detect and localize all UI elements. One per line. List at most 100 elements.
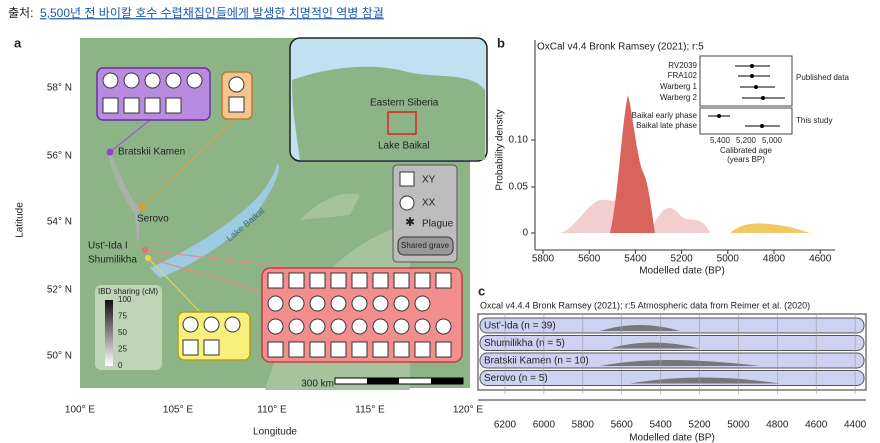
- scale-bar: [367, 378, 399, 384]
- grave-symbol: [309, 272, 326, 289]
- density-curve: [730, 223, 810, 233]
- grave-symbol: [372, 295, 389, 312]
- grave-symbol: [182, 339, 199, 356]
- inset-tick: 5,000: [762, 136, 783, 145]
- x-tick-label: 5000: [727, 420, 750, 431]
- x-tick-label: 5600: [611, 420, 634, 431]
- source-label: 출처:: [8, 6, 33, 20]
- grave-symbol: [267, 295, 284, 312]
- legend-label: XX: [422, 198, 436, 209]
- plot-title: Oxcal v4.4.4 Bronk Ramsey (2021); r:5 At…: [480, 300, 810, 310]
- x-tick-label: 5600: [578, 254, 601, 265]
- inset-tick: 5,400: [710, 136, 731, 145]
- grave-symbol: [203, 339, 220, 356]
- y-tick-label: 0.10: [509, 135, 529, 146]
- grave-symbol: [165, 97, 182, 114]
- grave-symbol: [102, 72, 119, 89]
- grave-symbol: [123, 72, 140, 89]
- site: [142, 247, 148, 253]
- grave-symbol: [330, 295, 347, 312]
- panel-label: c: [478, 283, 485, 298]
- y-axis-title: Probability density: [495, 109, 506, 190]
- grave-symbol: [144, 97, 161, 114]
- inset-axis: (years BP): [727, 155, 765, 164]
- row-label: Ust'-Ida (n = 39): [484, 321, 556, 332]
- grave-symbol: [414, 341, 431, 358]
- x-tick-label: 5000: [717, 254, 740, 265]
- y-tick-label: 50° N: [47, 351, 72, 362]
- grave-symbol: [309, 341, 326, 358]
- grave-symbol: [372, 272, 389, 289]
- grave-symbol: [414, 318, 431, 335]
- x-axis-title: Longitude: [253, 427, 297, 438]
- density-curve: [610, 95, 655, 233]
- legend-symbol: ✱: [405, 215, 415, 229]
- inset-label: Lake Baikal: [378, 141, 430, 152]
- ibd-tick: 0: [118, 361, 123, 370]
- site: [145, 255, 151, 261]
- group-label: This study: [796, 116, 832, 125]
- sample-label: RV2039: [668, 61, 697, 70]
- grave-symbol: [288, 341, 305, 358]
- sample-label: Warberg 1: [660, 82, 698, 91]
- x-axis-title: Modelled date (BP): [629, 433, 715, 443]
- density-curve: [610, 342, 700, 349]
- inset-legend: [699, 107, 793, 135]
- legend-label: XY: [422, 175, 436, 186]
- row-label: Bratskii Kamen (n = 10): [484, 356, 589, 367]
- x-tick-label: 4400: [844, 420, 867, 431]
- x-tick-label: 120° E: [453, 405, 483, 416]
- ibd-tick: 50: [118, 328, 127, 337]
- legend-symbol: [397, 236, 454, 256]
- x-tick-label: 5800: [572, 420, 595, 431]
- grave-symbol: [414, 272, 431, 289]
- group-label: Published data: [796, 73, 849, 82]
- y-tick-label: 58° N: [47, 83, 72, 94]
- interval-points: [717, 64, 765, 128]
- sample-label: Baikal early phase: [632, 111, 698, 120]
- grave-symbol: [330, 272, 347, 289]
- grave-symbol: [393, 341, 410, 358]
- legend-symbol: [399, 171, 415, 187]
- grave-symbol: [144, 72, 161, 89]
- x-tick-label: 4600: [805, 420, 828, 431]
- density-curve: [630, 377, 780, 384]
- x-tick-label: 105° E: [163, 405, 193, 416]
- density-curve: [600, 325, 680, 331]
- x-axis-title: Modelled date (BP): [639, 266, 725, 277]
- x-tick-label: 6000: [533, 420, 556, 431]
- y-tick-label: 56° N: [47, 151, 72, 162]
- grave-symbol: [186, 72, 203, 89]
- inset-label: Eastern Siberia: [370, 98, 439, 109]
- ibd-tick: 100: [118, 295, 132, 304]
- inset-box: [387, 111, 417, 135]
- grave-symbol: [351, 341, 368, 358]
- source-link[interactable]: 5,500년 전 바이칼 호수 수렵채집인들에게 발생한 치명적인 역병 참궐: [40, 6, 384, 20]
- grave-symbol: [351, 295, 368, 312]
- grave-symbol: [309, 295, 326, 312]
- density-curve: [600, 360, 760, 366]
- grave-symbol: [228, 96, 245, 113]
- panel-label: b: [497, 35, 505, 50]
- grave-symbol: [288, 318, 305, 335]
- site: [138, 203, 146, 211]
- row-label: Serovo (n = 5): [484, 373, 548, 384]
- grave-symbol: [123, 97, 140, 114]
- y-tick-label: 54° N: [47, 217, 72, 228]
- ibd-title: IBD sharing (cM): [98, 287, 158, 296]
- legend-label: Shared grave: [401, 241, 450, 250]
- x-tick-label: 5400: [624, 254, 647, 265]
- site-label: Ust'-Ida I: [88, 241, 128, 252]
- sample-label: Baikal late phase: [636, 121, 697, 130]
- legend-symbol: [399, 195, 415, 211]
- legend-label: Plague: [422, 219, 454, 230]
- grave-symbol: [351, 272, 368, 289]
- site-label: Shumilikha: [88, 255, 137, 266]
- plot-title: OxCal v4.4 Bronk Ramsey (2021); r:5: [537, 42, 704, 53]
- grave-symbol: [165, 72, 182, 89]
- x-tick-label: 100° E: [65, 405, 95, 416]
- lake: [150, 163, 280, 278]
- grave-symbol: [393, 272, 410, 289]
- grave-symbol: [351, 318, 368, 335]
